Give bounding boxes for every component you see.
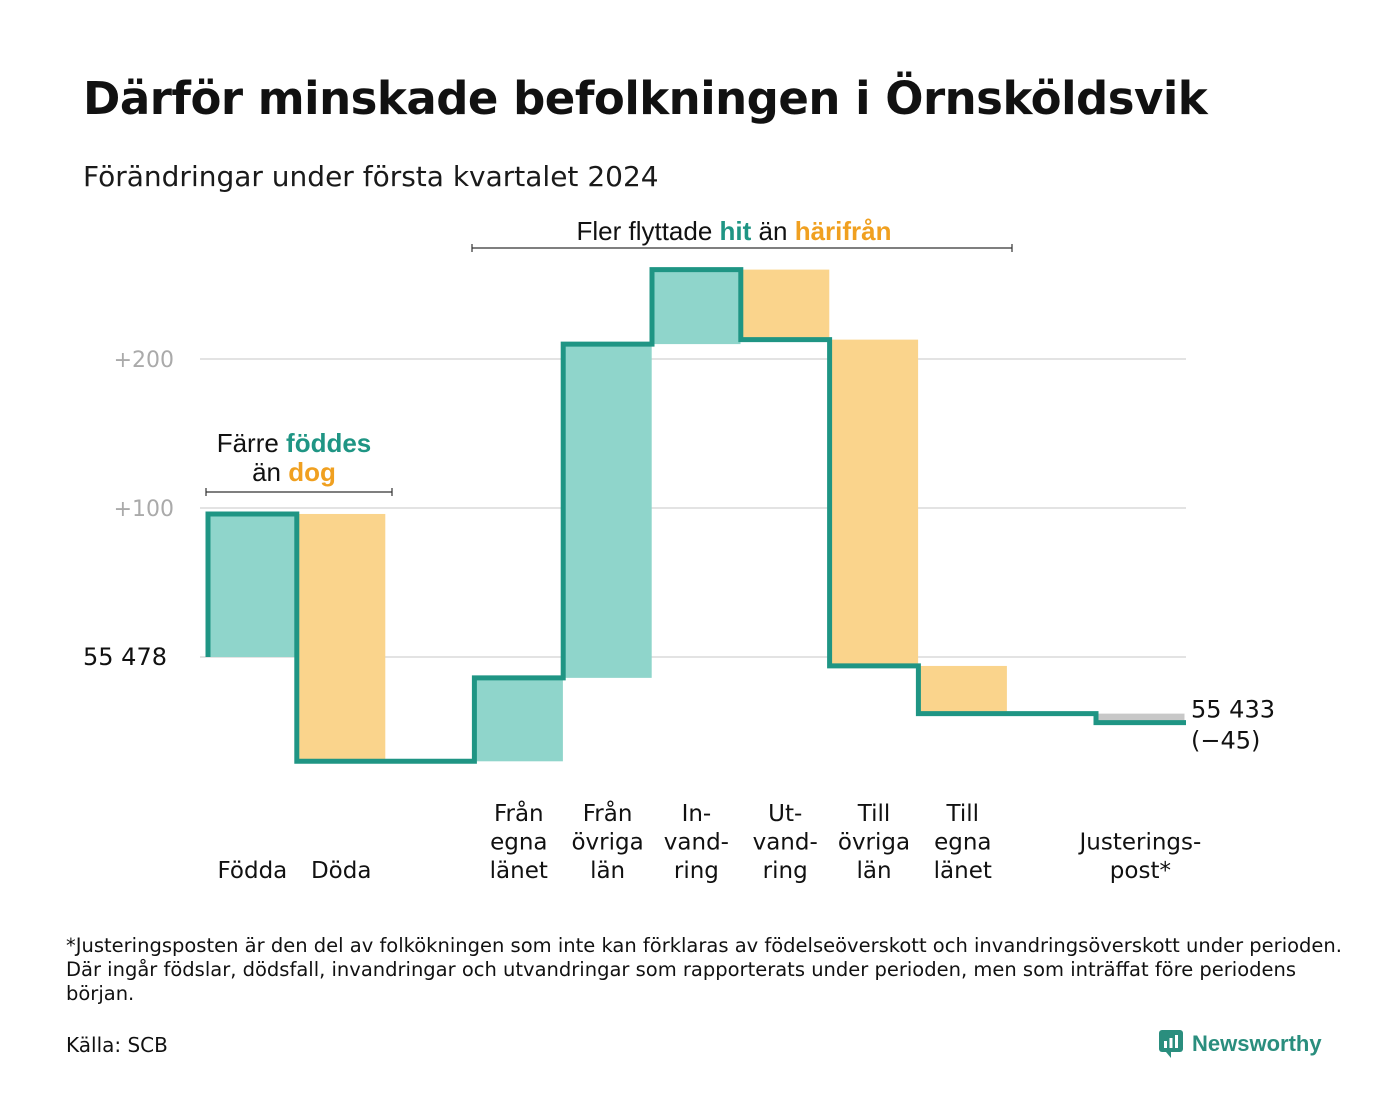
category-label: In- (682, 801, 712, 827)
svg-text:Färre föddes: Färre föddes (217, 428, 372, 458)
migration-annotation: Fler flyttade hit än härifrån (471, 216, 1013, 252)
category-label: ring (763, 858, 808, 884)
category-label: Justerings- (1077, 830, 1201, 856)
category-label: Till (857, 801, 891, 827)
svg-text:Fler flyttade hit än härifrån: Fler flyttade hit än härifrån (576, 216, 891, 246)
category-label: övriga (838, 830, 910, 856)
birth-annotation: Färre föddes än dog (205, 428, 393, 496)
birth-annotation-highlight: föddes (286, 428, 371, 458)
category-label: övriga (571, 830, 643, 856)
bar-7 (918, 665, 1007, 714)
y-tick-label: +100 (114, 497, 174, 522)
birth-annotation-highlight-2: dog (288, 457, 336, 487)
bar-1 (297, 513, 386, 762)
chart-subtitle: Förändringar under första kvartalet 2024 (83, 160, 659, 193)
category-label: län (590, 858, 625, 884)
bar-3 (563, 344, 652, 678)
end-change-label: (−45) (1191, 727, 1260, 755)
bar-0 (208, 513, 297, 657)
category-label: Till (946, 801, 980, 827)
bar-2 (474, 677, 563, 762)
source-label: Källa: SCB (66, 1033, 168, 1057)
bar-6 (829, 339, 919, 666)
category-label: egna (934, 830, 991, 856)
running-total-line (205, 267, 1186, 764)
y-tick-label: +200 (114, 348, 174, 373)
birth-annotation-text-2: än (252, 457, 288, 487)
migration-annotation-highlight: hit (720, 216, 752, 246)
bar-4 (652, 269, 741, 345)
category-label: egna (490, 830, 547, 856)
footnote: *Justeringsposten är den del av folkökni… (66, 934, 1342, 1005)
svg-text:än dog: än dog (252, 457, 336, 487)
migration-annotation-text: Fler flyttade (576, 216, 719, 246)
migration-annotation-text-2: än (751, 216, 794, 246)
bar-5 (741, 269, 830, 340)
category-label: Döda (311, 858, 371, 884)
migration-annotation-highlight-2: härifrån (795, 216, 892, 246)
category-label: vand- (664, 830, 729, 856)
category-label: länet (934, 858, 992, 884)
newsworthy-logo-icon (1159, 1030, 1183, 1058)
category-label: Från (583, 799, 633, 827)
category-label: Ut- (768, 801, 802, 827)
end-value-label: 55 433 (1191, 696, 1275, 724)
category-label: Från (494, 799, 544, 827)
category-label: post* (1110, 858, 1171, 884)
category-label: län (856, 858, 891, 884)
category-label: ring (674, 858, 719, 884)
chart-title: Därför minskade befolkningen i Örnskölds… (83, 72, 1208, 125)
bar-8 (1096, 713, 1185, 723)
category-label: vand- (753, 830, 818, 856)
brand-name: Newsworthy (1192, 1031, 1322, 1056)
birth-annotation-text: Färre (217, 428, 286, 458)
brand-logo: Newsworthy (1158, 1027, 1322, 1061)
start-value-label: 55 478 (83, 643, 167, 671)
category-label: Födda (218, 858, 288, 884)
category-label: länet (490, 858, 548, 884)
running-total-path (205, 267, 1186, 764)
bars (208, 269, 1185, 762)
